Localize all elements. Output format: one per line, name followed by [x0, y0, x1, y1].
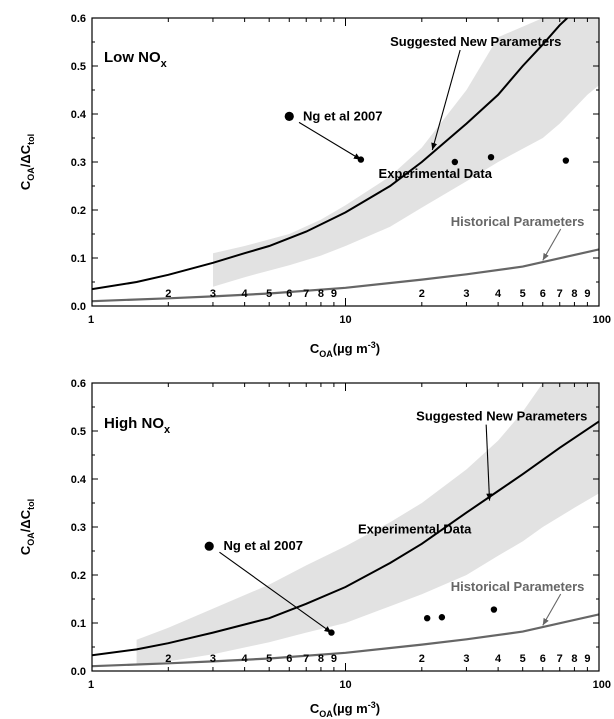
y-tick-label: 0.3	[71, 522, 86, 534]
x-minor-tick-label: 5	[266, 288, 272, 300]
annotation-label: Historical Parameters	[451, 579, 585, 594]
annotation-arrow	[542, 593, 562, 626]
x-minor-tick-label: 8	[318, 653, 324, 665]
x-minor-tick-label: 9	[584, 653, 590, 665]
historical-parameters-line	[92, 613, 599, 668]
x-minor-tick-label: 9	[331, 288, 337, 300]
suggested-new-parameters-line	[92, 420, 599, 657]
x-minor-tick-label: 3	[210, 653, 216, 665]
annotation-arrow	[485, 424, 493, 501]
historical-parameters-line	[92, 248, 599, 303]
y-axis-ticks: 0.0 0.1 0.2 0.3 0.4 0.5 0.6	[71, 13, 599, 313]
x-minor-tick-label: 3	[210, 288, 216, 300]
annotation-arrow	[431, 49, 461, 151]
x-minor-tick-label: 8	[571, 653, 577, 665]
x-minor-tick-label: 9	[584, 288, 590, 300]
y-tick-label: 0.3	[71, 157, 86, 169]
experimental-data-band	[136, 383, 599, 666]
y-tick-label: 0.0	[71, 666, 86, 678]
annotation-label: Ng et al 2007	[303, 108, 383, 123]
y-tick-label: 0.1	[71, 253, 86, 265]
experimental-band-area	[213, 18, 599, 287]
x-minor-tick-label: 6	[540, 653, 546, 665]
ng-et-al-2007-marker	[204, 541, 214, 551]
x-axis-title: COA(µg m-3)	[310, 700, 380, 719]
x-minor-tick-label: 7	[303, 288, 309, 300]
experimental-point	[490, 606, 498, 613]
y-tick-label: 0.0	[71, 301, 86, 313]
ng-et-al-2007-marker	[284, 111, 294, 121]
x-minor-tick-label: 4	[242, 653, 249, 665]
y-tick-label: 0.4	[71, 474, 87, 486]
series-lines	[92, 420, 599, 668]
y-tick-label: 0.6	[71, 378, 86, 390]
y-tick-label: 0.1	[71, 618, 86, 630]
x-minor-tick-label: 2	[165, 288, 171, 300]
x-minor-tick-label: 6	[286, 653, 292, 665]
x-major-tick-label: 10	[339, 679, 351, 691]
suggested-new-parameters-line	[92, 18, 568, 291]
x-minor-tick-label: 7	[303, 653, 309, 665]
y-tick-label: 0.2	[71, 570, 86, 582]
x-minor-tick-label: 5	[520, 288, 526, 300]
annotation-arrow	[298, 121, 362, 161]
experimental-point	[438, 614, 446, 621]
x-minor-tick-label: 3	[463, 288, 469, 300]
x-major-tick-label: 1	[88, 679, 94, 691]
x-minor-tick-label: 8	[318, 288, 324, 300]
annotation-arrow	[542, 228, 562, 261]
annotations: Suggested New Parameters Ng et al 2007 Exp…	[219, 409, 587, 634]
annotation-label: Suggested New Parameters	[416, 409, 587, 424]
x-minor-tick-label: 6	[540, 288, 546, 300]
experimental-point	[562, 157, 570, 164]
x-axis-title: COA(µg m-3)	[310, 340, 380, 359]
x-major-tick-label: 10	[339, 314, 351, 326]
x-minor-tick-label: 3	[463, 653, 469, 665]
x-minor-tick-label: 7	[557, 288, 563, 300]
y-axis-title: COA/ΔCtol	[18, 499, 36, 555]
x-minor-tick-label: 6	[286, 288, 292, 300]
x-major-tick-label: 100	[593, 679, 611, 691]
experimental-point	[423, 615, 431, 622]
panel-title: Low NOx	[104, 49, 168, 70]
experimental-point	[451, 158, 459, 166]
x-minor-tick-label: 2	[165, 653, 171, 665]
annotation-label: Ng et al 2007	[223, 538, 303, 553]
x-minor-tick-label: 2	[419, 653, 425, 665]
y-tick-label: 0.4	[71, 109, 87, 121]
experimental-band-area	[136, 383, 599, 666]
experimental-data-band	[213, 18, 599, 287]
series-lines	[92, 18, 599, 303]
annotation-label: Experimental Data	[379, 166, 493, 181]
annotation-label: Suggested New Parameters	[390, 34, 561, 49]
x-minor-tick-label: 8	[571, 288, 577, 300]
x-minor-tick-label: 9	[331, 653, 337, 665]
x-minor-tick-label: 5	[266, 653, 272, 665]
y-tick-label: 0.2	[71, 205, 86, 217]
annotation-label: Historical Parameters	[451, 214, 585, 229]
x-minor-tick-label: 7	[557, 653, 563, 665]
x-minor-tick-label: 4	[495, 653, 502, 665]
y-axis-ticks: 0.0 0.1 0.2 0.3 0.4 0.5 0.6	[71, 378, 599, 678]
y-tick-label: 0.5	[71, 61, 86, 73]
annotations: Suggested New Parameters Ng et al 2007 Exp…	[298, 34, 585, 261]
x-minor-tick-label: 2	[419, 288, 425, 300]
x-major-tick-label: 1	[88, 314, 94, 326]
x-major-tick-label: 100	[593, 314, 611, 326]
experimental-point	[487, 154, 495, 161]
x-minor-tick-label: 4	[242, 288, 249, 300]
y-tick-label: 0.5	[71, 426, 86, 438]
annotation-label: Experimental Data	[358, 521, 472, 536]
annotation-arrow	[219, 551, 332, 634]
x-minor-tick-label: 5	[520, 653, 526, 665]
y-axis-title: COA/ΔCtol	[18, 134, 36, 190]
y-tick-label: 0.6	[71, 13, 86, 25]
x-minor-tick-label: 4	[495, 288, 502, 300]
panel-title: High NOx	[104, 415, 171, 436]
